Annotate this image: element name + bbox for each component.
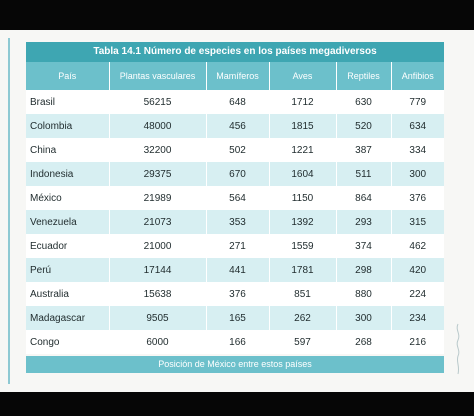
cell-amphibians: 462: [391, 234, 444, 258]
cell-country: Perú: [26, 258, 110, 282]
cell-amphibians: 334: [391, 138, 444, 162]
cell-country: Congo: [26, 330, 110, 354]
table-row: Perú 17144 441 1781 298 420: [26, 258, 444, 282]
cell-vascular-plants: 17144: [109, 258, 207, 282]
cell-birds: 1392: [269, 210, 337, 234]
cell-vascular-plants: 9505: [109, 306, 207, 330]
cell-reptiles: 630: [336, 90, 392, 114]
cell-reptiles: 300: [336, 306, 392, 330]
table-row: Madagascar 9505 165 262 300 234: [26, 306, 444, 330]
cell-reptiles: 880: [336, 282, 392, 306]
header-vascular-plants: Plantas vasculares: [109, 62, 207, 90]
table-caption: Tabla 14.1 Número de especies en los paí…: [26, 42, 444, 62]
cell-country: México: [26, 186, 110, 210]
cell-vascular-plants: 21000: [109, 234, 207, 258]
table-row: Australia 15638 376 851 880 224: [26, 282, 444, 306]
cell-birds: 262: [269, 306, 337, 330]
cell-country: Australia: [26, 282, 110, 306]
cell-vascular-plants: 21073: [109, 210, 207, 234]
cell-birds: 597: [269, 330, 337, 354]
table-row: China 32200 502 1221 387 334: [26, 138, 444, 162]
cell-country: Venezuela: [26, 210, 110, 234]
table-row: Colombia 48000 456 1815 520 634: [26, 114, 444, 138]
cell-mammals: 502: [206, 138, 270, 162]
cell-birds: 1150: [269, 186, 337, 210]
table-row: México 21989 564 1150 864 376: [26, 186, 444, 210]
cell-birds: 1712: [269, 90, 337, 114]
cell-reptiles: 374: [336, 234, 392, 258]
cell-vascular-plants: 48000: [109, 114, 207, 138]
cell-vascular-plants: 6000: [109, 330, 207, 354]
header-country: País: [26, 62, 110, 90]
cell-mammals: 564: [206, 186, 270, 210]
cell-birds: 1815: [269, 114, 337, 138]
cell-vascular-plants: 21989: [109, 186, 207, 210]
cell-country: Brasil: [26, 90, 110, 114]
cell-mammals: 166: [206, 330, 270, 354]
header-mammals: Mamíferos: [206, 62, 270, 90]
cell-amphibians: 216: [391, 330, 444, 354]
cell-amphibians: 224: [391, 282, 444, 306]
table-header-row: País Plantas vasculares Mamíferos Aves R…: [26, 62, 444, 90]
cell-reptiles: 864: [336, 186, 392, 210]
cell-amphibians: 779: [391, 90, 444, 114]
header-reptiles: Reptiles: [336, 62, 392, 90]
cell-birds: 851: [269, 282, 337, 306]
table-row: Venezuela 21073 353 1392 293 315: [26, 210, 444, 234]
cell-amphibians: 234: [391, 306, 444, 330]
cell-country: Ecuador: [26, 234, 110, 258]
cell-country: China: [26, 138, 110, 162]
cell-birds: 1221: [269, 138, 337, 162]
cell-mammals: 165: [206, 306, 270, 330]
cell-reptiles: 293: [336, 210, 392, 234]
species-table: País Plantas vasculares Mamíferos Aves R…: [26, 62, 444, 354]
cell-mammals: 376: [206, 282, 270, 306]
cell-reptiles: 520: [336, 114, 392, 138]
cell-birds: 1559: [269, 234, 337, 258]
cell-reptiles: 387: [336, 138, 392, 162]
cell-birds: 1604: [269, 162, 337, 186]
cell-mammals: 670: [206, 162, 270, 186]
cell-vascular-plants: 15638: [109, 282, 207, 306]
bottom-black-bar: [0, 392, 474, 416]
cell-mammals: 441: [206, 258, 270, 282]
cell-country: Colombia: [26, 114, 110, 138]
cell-amphibians: 300: [391, 162, 444, 186]
document-page: Tabla 14.1 Número de especies en los paí…: [0, 30, 474, 392]
cell-amphibians: 376: [391, 186, 444, 210]
cell-vascular-plants: 32200: [109, 138, 207, 162]
table-row: Congo 6000 166 597 268 216: [26, 330, 444, 354]
cell-birds: 1781: [269, 258, 337, 282]
handwritten-signature-mark: [456, 323, 460, 375]
species-table-container: Tabla 14.1 Número de especies en los paí…: [26, 42, 444, 373]
cell-mammals: 271: [206, 234, 270, 258]
header-amphibians: Anfibios: [391, 62, 444, 90]
cell-reptiles: 511: [336, 162, 392, 186]
cell-amphibians: 315: [391, 210, 444, 234]
page-margin-rule: [8, 38, 10, 384]
table-row: Ecuador 21000 271 1559 374 462: [26, 234, 444, 258]
top-black-bar: [0, 0, 474, 30]
table-row: Brasil 56215 648 1712 630 779: [26, 90, 444, 114]
cell-mammals: 353: [206, 210, 270, 234]
table-footer-bar: Posición de México entre estos países: [26, 356, 444, 373]
cell-vascular-plants: 56215: [109, 90, 207, 114]
cell-vascular-plants: 29375: [109, 162, 207, 186]
header-birds: Aves: [269, 62, 337, 90]
cell-amphibians: 634: [391, 114, 444, 138]
cell-reptiles: 268: [336, 330, 392, 354]
cell-reptiles: 298: [336, 258, 392, 282]
table-row: Indonesia 29375 670 1604 511 300: [26, 162, 444, 186]
cell-mammals: 648: [206, 90, 270, 114]
cell-amphibians: 420: [391, 258, 444, 282]
cell-mammals: 456: [206, 114, 270, 138]
cell-country: Madagascar: [26, 306, 110, 330]
cell-country: Indonesia: [26, 162, 110, 186]
